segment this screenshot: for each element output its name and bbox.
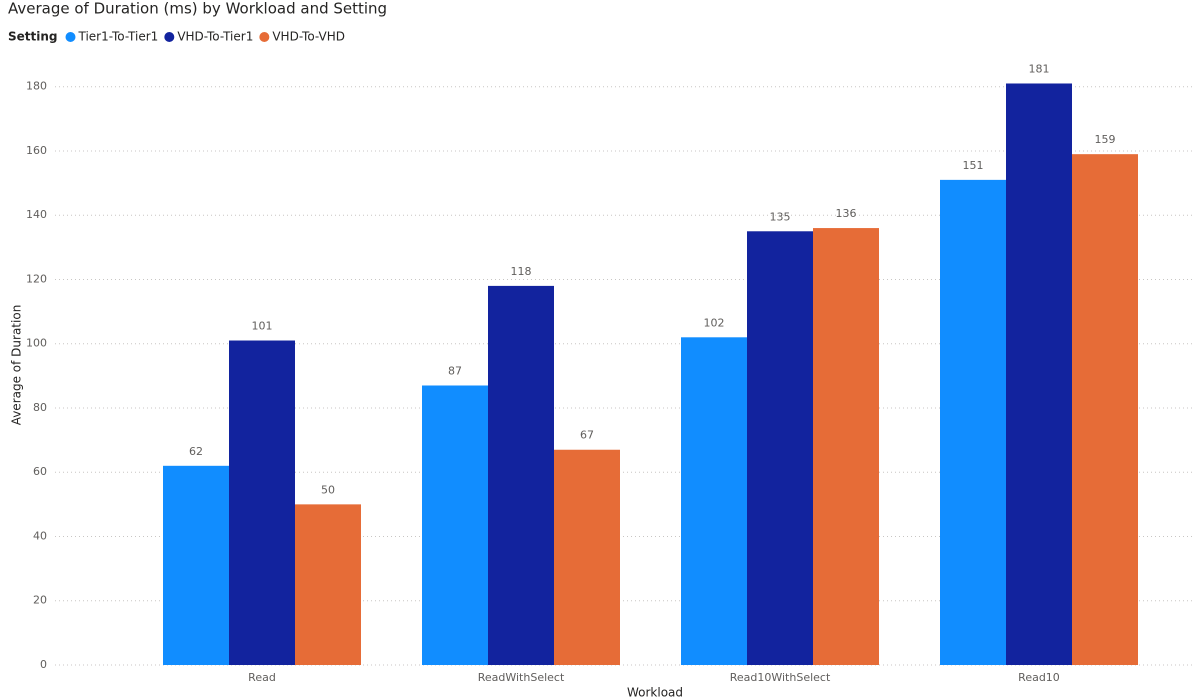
y-tick-label: 160 (26, 144, 47, 157)
data-label: 102 (704, 316, 725, 329)
chart-title: Average of Duration (ms) by Workload and… (8, 0, 387, 18)
legend-entry: VHD-To-Tier1 (177, 30, 253, 44)
y-tick-label: 120 (26, 272, 47, 285)
y-tick-label: 0 (40, 658, 47, 671)
data-label: 50 (321, 483, 335, 496)
y-tick-label: 80 (33, 401, 47, 414)
data-label: 118 (511, 265, 532, 278)
bar (1072, 154, 1138, 665)
bar (940, 179, 1006, 665)
legend-entry: VHD-To-VHD (272, 30, 345, 44)
bar (229, 340, 295, 665)
y-tick-label: 140 (26, 208, 47, 221)
bar (295, 504, 361, 665)
data-label: 101 (252, 320, 273, 333)
bar (813, 228, 879, 665)
x-axis-title: Workload (627, 686, 683, 697)
x-tick-label: Read10WithSelect (730, 671, 831, 684)
bar (163, 465, 229, 665)
data-label: 67 (580, 429, 594, 442)
legend-title: Setting (8, 30, 58, 44)
bar (422, 385, 488, 665)
data-label: 181 (1029, 62, 1050, 75)
x-tick-label: Read10 (1018, 671, 1060, 684)
legend-marker (65, 32, 76, 42)
bar (747, 231, 813, 665)
data-label: 136 (836, 207, 857, 220)
legend-marker (259, 32, 270, 42)
data-label: 151 (963, 159, 984, 172)
data-label: 87 (448, 364, 462, 377)
data-label: 62 (189, 445, 203, 458)
y-tick-label: 20 (33, 594, 47, 607)
y-tick-label: 180 (26, 80, 47, 93)
y-axis-title: Average of Duration (10, 305, 24, 426)
x-tick-label: Read (248, 671, 276, 684)
y-tick-label: 100 (26, 337, 47, 350)
bar (554, 449, 620, 665)
x-tick-label: ReadWithSelect (478, 671, 565, 684)
bar (488, 285, 554, 665)
legend-marker (164, 32, 175, 42)
y-tick-label: 60 (33, 465, 47, 478)
data-label: 135 (770, 210, 791, 223)
bar (681, 337, 747, 665)
bar (1006, 83, 1072, 665)
y-tick-label: 40 (33, 529, 47, 542)
data-label: 159 (1095, 133, 1116, 146)
legend-entry: Tier1-To-Tier1 (78, 30, 159, 44)
